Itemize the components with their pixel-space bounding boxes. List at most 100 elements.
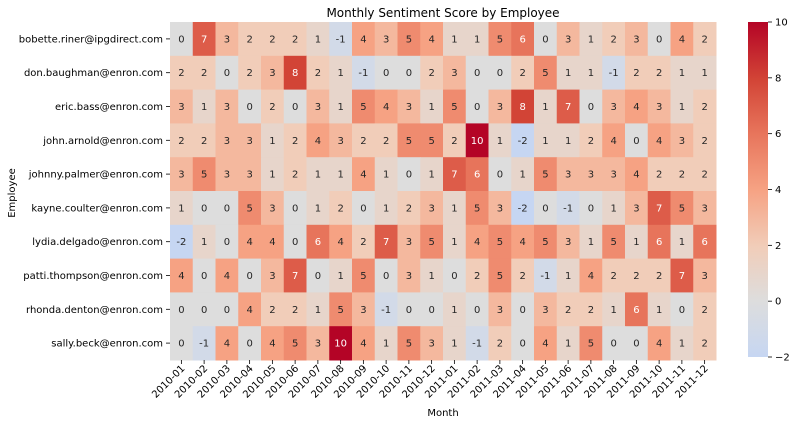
cell-value-label: 4 bbox=[679, 34, 685, 45]
heatmap-cell bbox=[443, 258, 467, 293]
heatmap-cell bbox=[647, 89, 671, 124]
cell-value-label: 6 bbox=[701, 237, 707, 248]
heatmap-cell bbox=[443, 191, 467, 226]
cell-value-label: 3 bbox=[315, 102, 321, 113]
cell-value-label: 1 bbox=[701, 68, 707, 79]
heatmap-cell bbox=[170, 258, 194, 293]
cell-value-label: 1 bbox=[451, 305, 457, 316]
heatmap-cell bbox=[352, 258, 376, 293]
cell-value-label: 4 bbox=[633, 102, 639, 113]
heatmap-cell bbox=[215, 157, 239, 192]
cell-value-label: 2 bbox=[360, 136, 366, 147]
heatmap-cell bbox=[283, 89, 307, 124]
heatmap-cell bbox=[488, 22, 512, 57]
cell-value-label: 3 bbox=[178, 102, 184, 113]
heatmap-cell bbox=[625, 258, 649, 293]
heatmap-cell bbox=[397, 224, 421, 260]
cell-value-label: 1 bbox=[315, 203, 321, 214]
heatmap-cell bbox=[488, 224, 512, 260]
cell-value-label: 5 bbox=[360, 271, 366, 282]
heatmap-cell bbox=[579, 157, 603, 192]
heatmap-cell bbox=[238, 258, 262, 293]
heatmap-cell bbox=[647, 224, 671, 260]
cell-value-label: 0 bbox=[588, 102, 594, 113]
heatmap-cell bbox=[579, 89, 603, 124]
heatmap-cell bbox=[534, 258, 558, 293]
heatmap-cell bbox=[579, 292, 603, 327]
heatmap-cell bbox=[465, 224, 489, 260]
heatmap-cell bbox=[397, 292, 421, 327]
cell-value-label: 1 bbox=[588, 237, 594, 248]
cell-value-label: 3 bbox=[224, 136, 230, 147]
heatmap-cell bbox=[215, 89, 239, 124]
heatmap-cell bbox=[670, 224, 694, 260]
heatmap-cell bbox=[465, 55, 489, 91]
colorbar-tick-label: 2 bbox=[775, 241, 781, 252]
heatmap-cell bbox=[602, 258, 626, 293]
cell-value-label: 4 bbox=[428, 34, 434, 45]
heatmap-cell bbox=[170, 89, 194, 124]
heatmap-cell bbox=[488, 292, 512, 327]
heatmap-cell bbox=[329, 89, 353, 124]
heatmap-cell bbox=[579, 326, 603, 361]
cell-value-label: 5 bbox=[428, 136, 434, 147]
cell-value-label: 4 bbox=[246, 305, 252, 316]
cell-value-label: 4 bbox=[224, 339, 230, 350]
heatmap-cell bbox=[192, 224, 216, 260]
cell-value-label: 4 bbox=[633, 170, 639, 181]
cell-value-label: -1 bbox=[563, 203, 573, 214]
cell-value-label: 2 bbox=[656, 271, 662, 282]
cell-value-label: 7 bbox=[679, 271, 685, 282]
cell-value-label: 2 bbox=[588, 136, 594, 147]
heatmap-cell bbox=[670, 292, 694, 327]
cell-value-label: 1 bbox=[565, 136, 571, 147]
cell-value-label: 0 bbox=[656, 34, 662, 45]
heatmap-cell bbox=[693, 191, 717, 226]
heatmap-cell bbox=[534, 157, 558, 192]
cell-value-label: 3 bbox=[679, 136, 685, 147]
cell-value-label: 5 bbox=[292, 339, 298, 350]
x-tick-labels: 2010-012010-022010-032010-042010-052010-… bbox=[150, 360, 711, 401]
heatmap-cell bbox=[170, 326, 194, 361]
heatmap-cell bbox=[670, 89, 694, 124]
cell-value-label: 2 bbox=[269, 34, 275, 45]
heatmap-cell bbox=[602, 292, 626, 327]
cell-value-label: 3 bbox=[565, 34, 571, 45]
heatmap-cell bbox=[488, 326, 512, 361]
heatmap-cell bbox=[215, 123, 239, 158]
heatmap-cell bbox=[238, 191, 262, 226]
cell-value-label: 3 bbox=[565, 170, 571, 181]
cell-value-label: 2 bbox=[701, 102, 707, 113]
cell-value-label: 5 bbox=[542, 68, 548, 79]
heatmap-cell bbox=[170, 191, 194, 226]
cell-value-label: 2 bbox=[519, 271, 525, 282]
heatmap-cell bbox=[420, 326, 444, 361]
heatmap-cell bbox=[443, 55, 467, 91]
heatmap-cell bbox=[192, 55, 216, 91]
cell-value-label: 0 bbox=[497, 170, 503, 181]
heatmap-cell bbox=[215, 292, 239, 327]
heatmap-cell bbox=[420, 224, 444, 260]
cell-value-label: 0 bbox=[224, 203, 230, 214]
cell-value-label: 1 bbox=[269, 170, 275, 181]
heatmap-cell bbox=[647, 157, 671, 192]
heatmap-cell bbox=[283, 326, 307, 361]
cell-value-label: 0 bbox=[474, 305, 480, 316]
heatmap-cell bbox=[465, 258, 489, 293]
cell-value-label: 5 bbox=[588, 339, 594, 350]
heatmap-cell bbox=[556, 89, 580, 124]
heatmap-cell bbox=[465, 292, 489, 327]
heatmap-cell bbox=[261, 292, 285, 327]
heatmap-cell bbox=[352, 326, 376, 361]
cell-value-label: 1 bbox=[337, 102, 343, 113]
y-tick-label: sally.beck@enron.com bbox=[51, 339, 163, 350]
cell-value-label: 1 bbox=[679, 339, 685, 350]
cell-value-label: 0 bbox=[497, 68, 503, 79]
heatmap-cell bbox=[420, 55, 444, 91]
heatmap-cell bbox=[579, 22, 603, 57]
colorbar-tick-label: 0 bbox=[775, 297, 781, 308]
heatmap-cell bbox=[397, 191, 421, 226]
heatmap-cell bbox=[579, 55, 603, 91]
heatmap-cell bbox=[283, 157, 307, 192]
cell-value-label: 3 bbox=[383, 34, 389, 45]
